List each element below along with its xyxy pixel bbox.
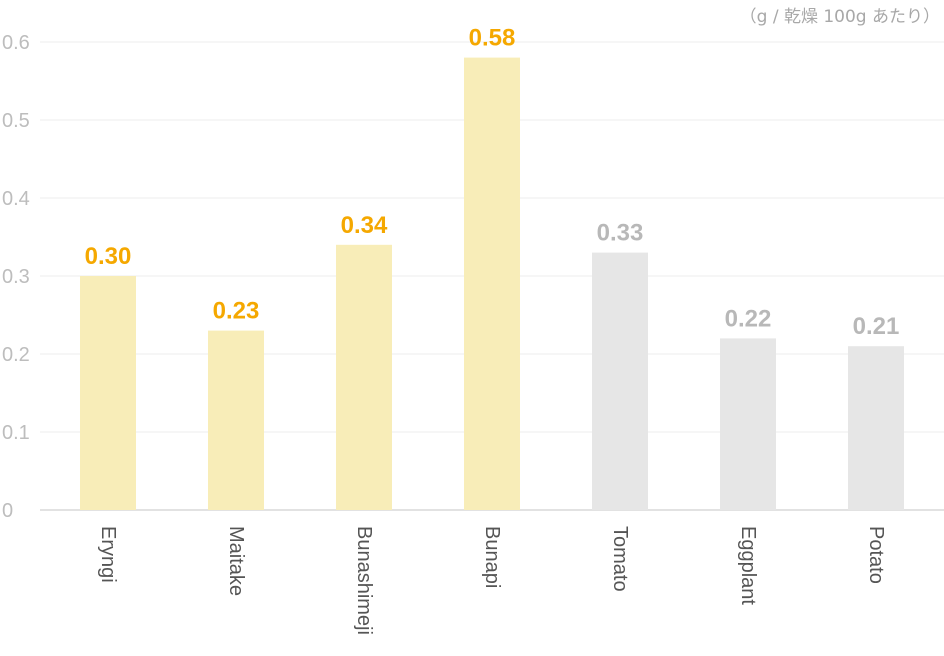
bar-bunapi: [464, 57, 520, 510]
y-tick-label: 0.2: [2, 344, 30, 366]
bar-maitake: [208, 330, 264, 510]
y-tick-label: 0.5: [2, 110, 30, 132]
category-label-bunashimeji: Bunashimeji: [353, 526, 375, 635]
y-tick-label: 0.4: [2, 188, 30, 210]
bar-tomato: [592, 252, 648, 510]
category-labels: Eryngi Maitake Bunashimeji Bunapi Tomato Eggp…: [97, 526, 887, 635]
category-label-maitake: Maitake: [225, 526, 247, 596]
bar-eryngi: [80, 276, 136, 510]
value-label-maitake: 0.23: [213, 298, 260, 325]
bars: [80, 57, 904, 511]
value-label-potato: 0.21: [853, 313, 900, 340]
bar-eggplant: [720, 338, 776, 510]
unit-label: （g / 乾燥 100g あたり）: [740, 7, 940, 27]
y-tick-label: 0.6: [2, 32, 30, 54]
category-label-eggplant: Eggplant: [737, 526, 759, 605]
category-label-bunapi: Bunapi: [481, 526, 503, 588]
value-label-tomato: 0.33: [597, 220, 644, 247]
bar-potato: [848, 346, 904, 510]
value-labels: 0.30 0.23 0.34 0.58 0.33 0.22 0.21: [85, 25, 900, 341]
y-tick-label: 0: [2, 500, 13, 522]
value-label-bunashimeji: 0.34: [341, 212, 388, 239]
y-tick-label: 0.1: [2, 422, 30, 444]
value-label-eggplant: 0.22: [725, 305, 772, 332]
y-axis-ticks: 0 0.1 0.2 0.3 0.4 0.5 0.6: [2, 32, 30, 522]
bar-bunashimeji: [336, 244, 392, 511]
y-tick-label: 0.3: [2, 266, 30, 288]
category-label-tomato: Tomato: [609, 526, 631, 592]
category-label-eryngi: Eryngi: [97, 526, 119, 583]
value-label-eryngi: 0.30: [85, 243, 132, 270]
value-label-bunapi: 0.58: [469, 25, 516, 52]
category-label-potato: Potato: [865, 526, 887, 584]
